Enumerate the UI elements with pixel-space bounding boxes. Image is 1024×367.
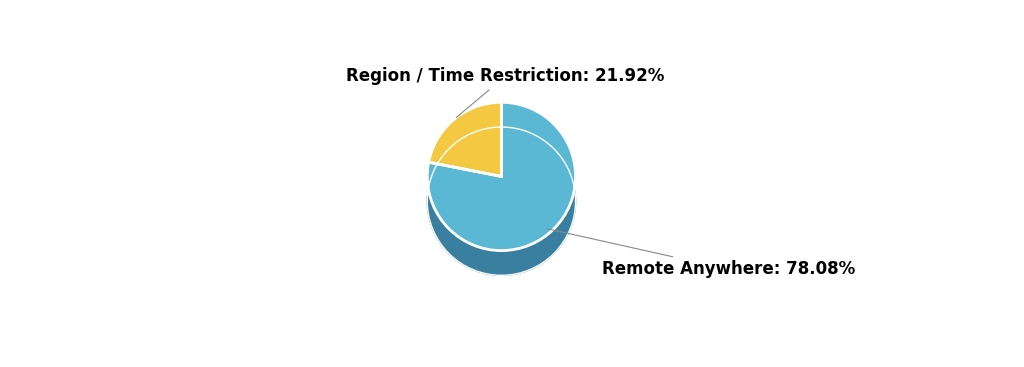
- Polygon shape: [531, 244, 532, 269]
- Polygon shape: [486, 249, 487, 274]
- Polygon shape: [481, 248, 482, 273]
- Polygon shape: [522, 247, 523, 272]
- Polygon shape: [539, 240, 540, 265]
- Ellipse shape: [427, 127, 575, 275]
- Polygon shape: [505, 250, 506, 275]
- Polygon shape: [516, 249, 518, 274]
- Polygon shape: [536, 241, 537, 267]
- Polygon shape: [464, 240, 465, 266]
- Polygon shape: [487, 249, 488, 274]
- Polygon shape: [502, 251, 503, 275]
- Polygon shape: [535, 242, 536, 268]
- Polygon shape: [500, 251, 501, 275]
- Polygon shape: [427, 102, 575, 251]
- Polygon shape: [514, 249, 515, 274]
- Polygon shape: [526, 246, 527, 271]
- Polygon shape: [477, 246, 478, 272]
- Polygon shape: [488, 250, 489, 275]
- Polygon shape: [527, 246, 528, 271]
- Polygon shape: [463, 240, 464, 265]
- Polygon shape: [518, 248, 519, 273]
- Polygon shape: [534, 243, 535, 268]
- Polygon shape: [485, 249, 486, 274]
- Polygon shape: [532, 243, 534, 268]
- Polygon shape: [524, 247, 526, 272]
- Polygon shape: [492, 250, 493, 275]
- Polygon shape: [523, 247, 524, 272]
- Polygon shape: [462, 239, 463, 264]
- Polygon shape: [478, 247, 479, 272]
- Polygon shape: [501, 251, 502, 275]
- Polygon shape: [470, 244, 471, 269]
- Polygon shape: [499, 251, 500, 275]
- Polygon shape: [476, 246, 477, 271]
- Polygon shape: [519, 248, 520, 273]
- Polygon shape: [529, 245, 530, 270]
- Polygon shape: [472, 245, 473, 270]
- Polygon shape: [513, 250, 514, 275]
- Polygon shape: [474, 246, 476, 271]
- Polygon shape: [482, 248, 484, 273]
- Polygon shape: [538, 240, 539, 266]
- Polygon shape: [515, 249, 516, 274]
- Polygon shape: [496, 250, 497, 275]
- Polygon shape: [540, 239, 541, 264]
- Polygon shape: [521, 248, 522, 273]
- Polygon shape: [429, 102, 502, 177]
- Polygon shape: [530, 244, 531, 269]
- Polygon shape: [511, 250, 512, 275]
- Polygon shape: [484, 248, 485, 273]
- Text: Region / Time Restriction: 21.92%: Region / Time Restriction: 21.92%: [346, 67, 665, 117]
- Polygon shape: [508, 250, 509, 275]
- Polygon shape: [468, 243, 469, 268]
- Polygon shape: [512, 250, 513, 275]
- Polygon shape: [465, 241, 466, 266]
- Polygon shape: [497, 250, 499, 275]
- Polygon shape: [494, 250, 495, 275]
- Polygon shape: [467, 242, 468, 267]
- Polygon shape: [495, 250, 496, 275]
- Polygon shape: [466, 241, 467, 267]
- Text: Remote Anywhere: 78.08%: Remote Anywhere: 78.08%: [547, 229, 855, 278]
- Polygon shape: [489, 250, 492, 275]
- Polygon shape: [493, 250, 494, 275]
- Polygon shape: [528, 245, 529, 270]
- Polygon shape: [506, 250, 507, 275]
- Polygon shape: [507, 250, 508, 275]
- Polygon shape: [537, 241, 538, 266]
- Polygon shape: [471, 244, 472, 269]
- Polygon shape: [503, 251, 505, 275]
- Polygon shape: [520, 248, 521, 273]
- Polygon shape: [479, 247, 480, 272]
- Polygon shape: [473, 245, 474, 270]
- Polygon shape: [509, 250, 511, 275]
- Polygon shape: [469, 243, 470, 268]
- Polygon shape: [480, 248, 481, 273]
